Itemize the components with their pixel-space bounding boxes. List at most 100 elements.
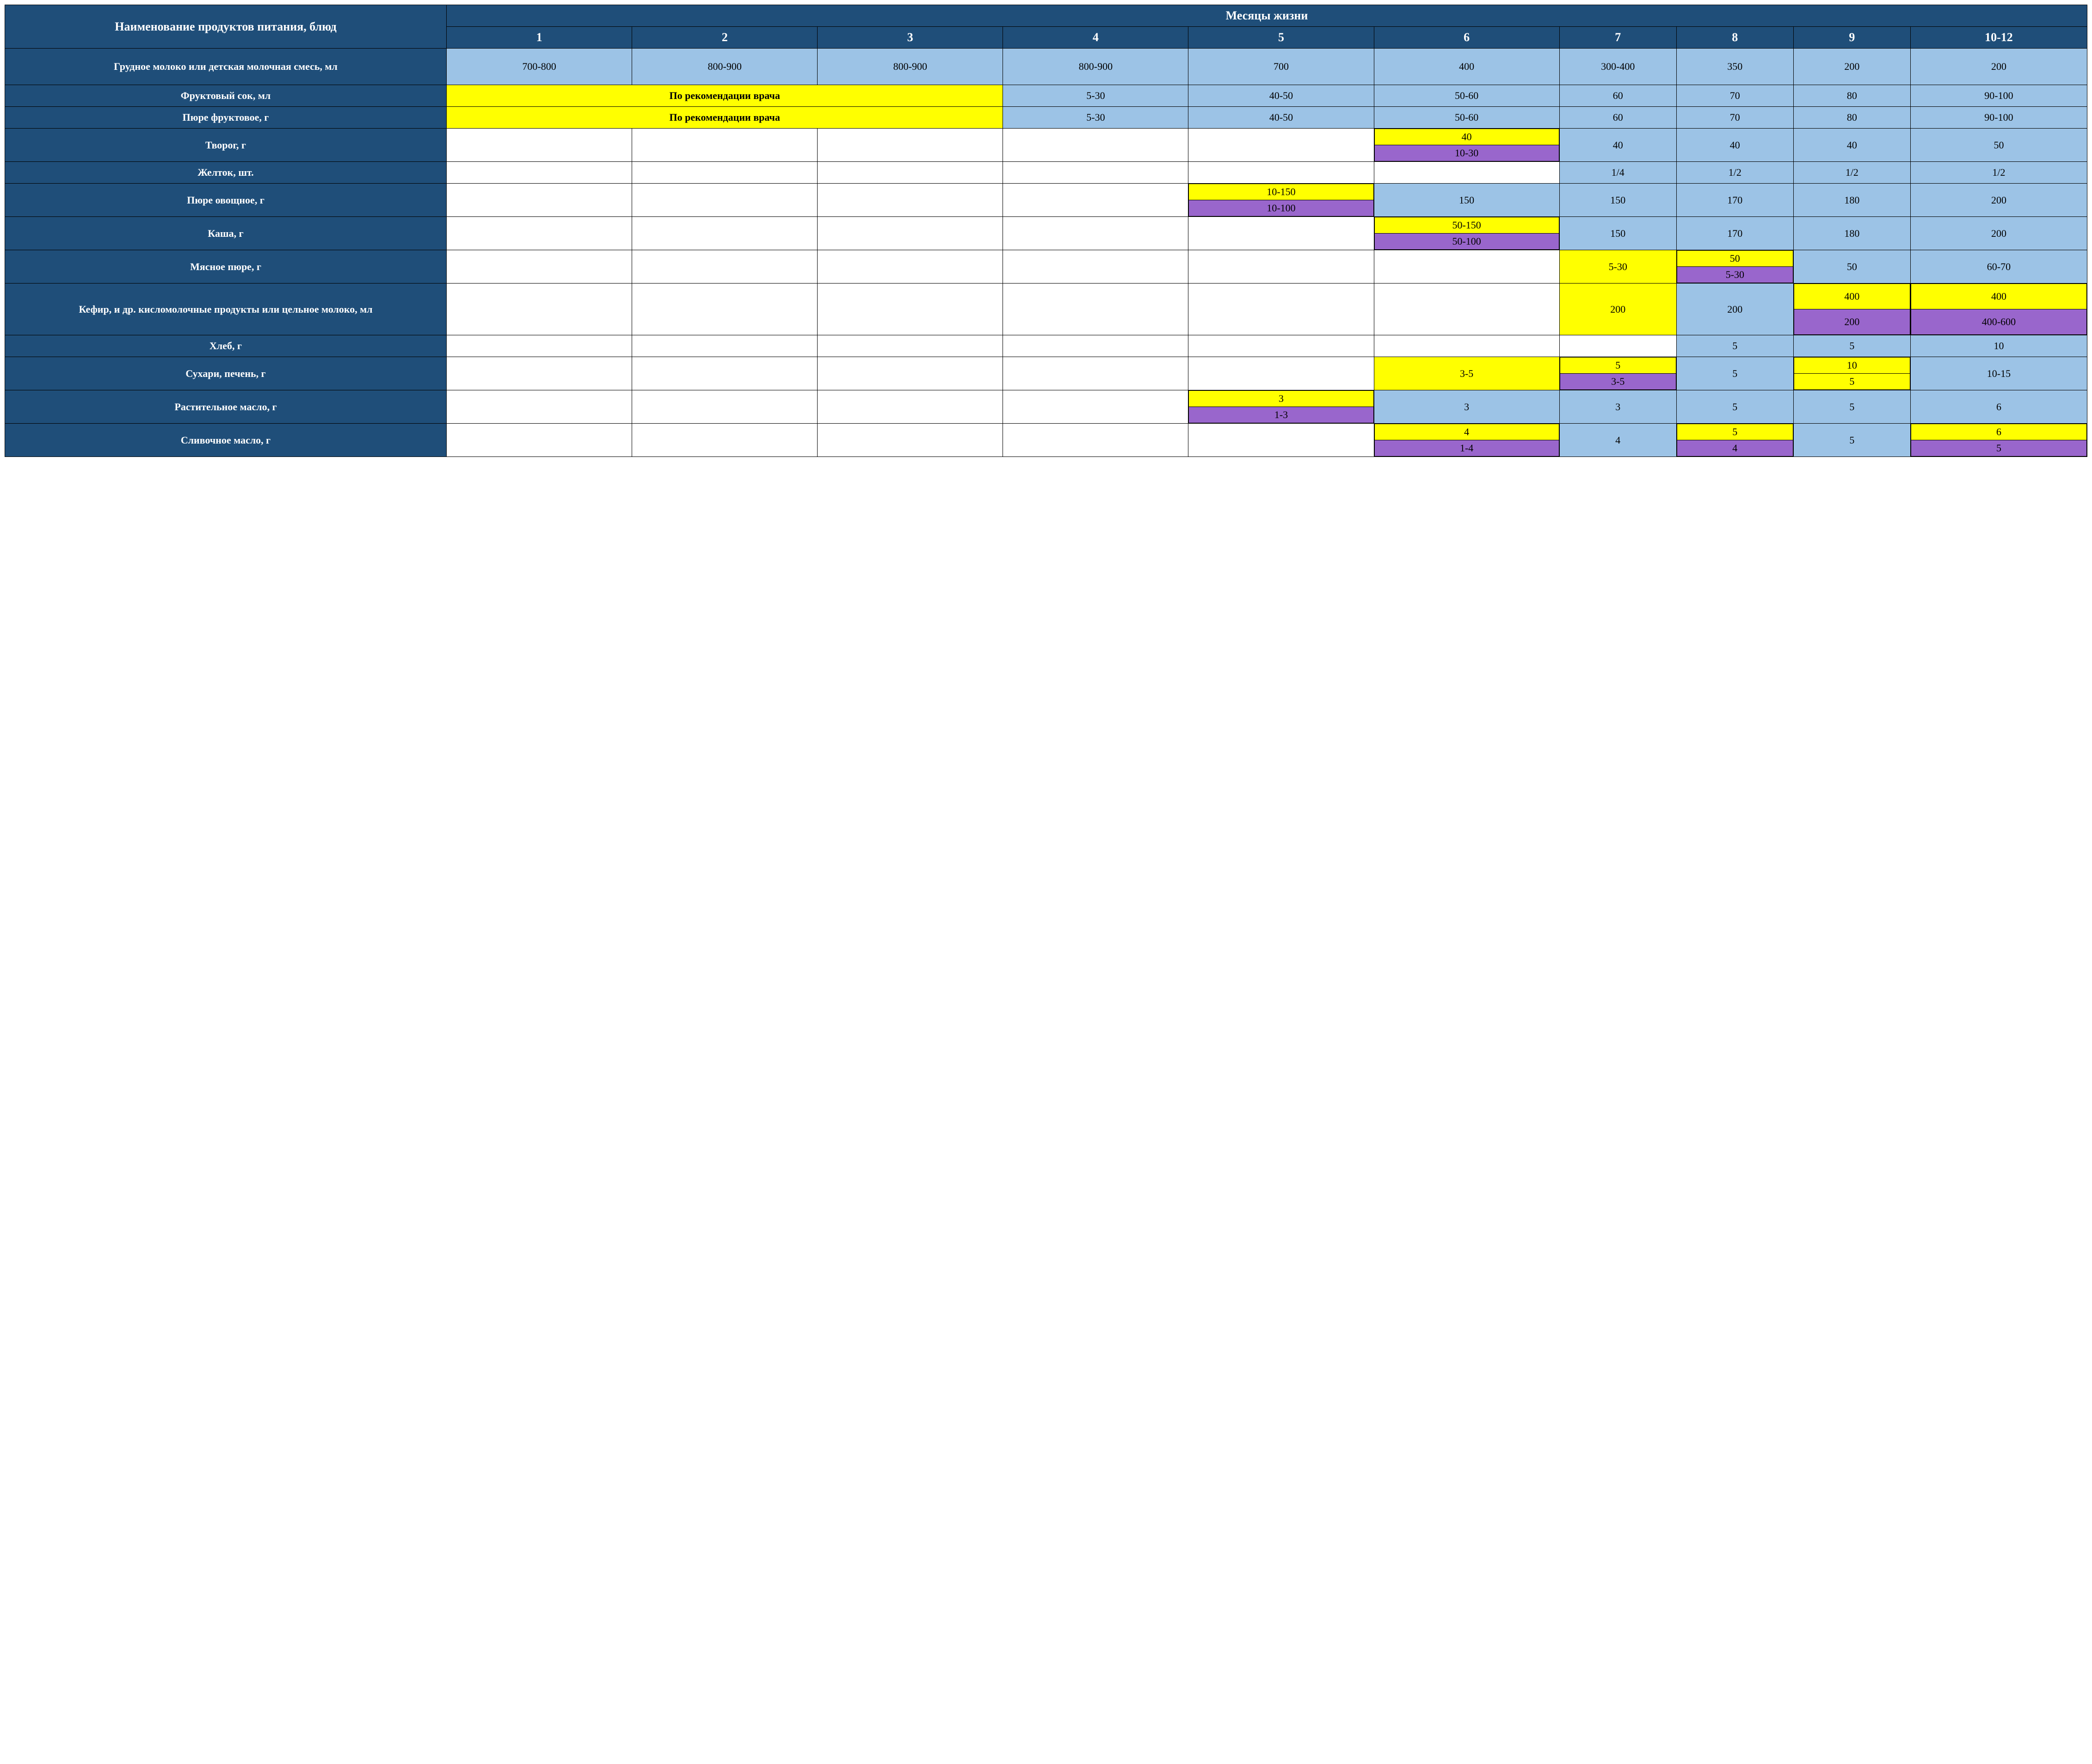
label-fruit-puree: Пюре фруктовое, г [5, 107, 447, 129]
cell: 150 [1374, 184, 1559, 217]
month-5: 5 [1188, 27, 1374, 49]
label-veg-oil: Растительное масло, г [5, 390, 447, 424]
cell [1188, 129, 1374, 162]
cell: 80 [1793, 107, 1910, 129]
cell-split: 400200 [1793, 284, 1910, 335]
cell: 150 [1559, 217, 1676, 250]
cell: 3-5 [1374, 357, 1559, 390]
cell: 10-15 [1910, 357, 2087, 390]
cell-split: 54 [1676, 424, 1793, 457]
row-yolk: Желток, шт. 1/4 1/2 1/2 1/2 [5, 162, 2087, 184]
label-bread: Хлеб, г [5, 335, 447, 357]
cell: 50-60 [1374, 107, 1559, 129]
cell: 200 [1910, 49, 2087, 85]
month-4: 4 [1003, 27, 1188, 49]
label-kefir: Кефир, и др. кисломолочные продукты или … [5, 284, 447, 335]
cell [632, 162, 818, 184]
cell [632, 184, 818, 217]
cell [1003, 335, 1188, 357]
cell [447, 217, 632, 250]
cell: 10-150 [1189, 184, 1373, 200]
cell: 50 [1677, 251, 1793, 267]
cell [818, 217, 1003, 250]
cell [1374, 335, 1559, 357]
cell [1003, 217, 1188, 250]
cell: 60 [1559, 85, 1676, 107]
cell: 40-50 [1188, 107, 1374, 129]
label-veg-puree: Пюре овощное, г [5, 184, 447, 217]
cell [818, 184, 1003, 217]
cell-split: 10-15010-100 [1188, 184, 1374, 217]
cell: 70 [1676, 85, 1793, 107]
cell: 50-100 [1374, 234, 1559, 250]
cell [632, 357, 818, 390]
cell: 200 [1794, 309, 1910, 335]
cell: 1/4 [1559, 162, 1676, 184]
cell: 10 [1910, 335, 2087, 357]
label-crackers: Сухари, печень, г [5, 357, 447, 390]
cell: 50 [1910, 129, 2087, 162]
cell: 800-900 [818, 49, 1003, 85]
cell: 10 [1794, 358, 1910, 374]
cell: 5 [1676, 357, 1793, 390]
row-kasha: Каша, г 50-15050-100 150 170 180 200 [5, 217, 2087, 250]
cell: 3-5 [1560, 374, 1676, 390]
row-kefir: Кефир, и др. кисломолочные продукты или … [5, 284, 2087, 335]
cell: 170 [1676, 217, 1793, 250]
cell: 5 [1911, 440, 2086, 456]
cell [447, 390, 632, 424]
header-left: Наименование продуктов питания, блюд [5, 5, 447, 49]
cell [1003, 390, 1188, 424]
cell [818, 129, 1003, 162]
cell: 5-30 [1003, 85, 1188, 107]
cell: 400 [1794, 284, 1910, 309]
cell [818, 424, 1003, 457]
cell [1003, 184, 1188, 217]
cell: 400 [1911, 284, 2086, 309]
cell [632, 217, 818, 250]
cell: 700 [1188, 49, 1374, 85]
cell: 1/2 [1676, 162, 1793, 184]
cell [1188, 217, 1374, 250]
cell [1188, 250, 1374, 284]
cell: 1-4 [1374, 440, 1559, 456]
cell [1374, 284, 1559, 335]
row-veg-oil: Растительное масло, г 31-3 3 3 5 5 6 [5, 390, 2087, 424]
row-fruit-puree: Пюре фруктовое, г По рекомендации врача … [5, 107, 2087, 129]
cell [447, 335, 632, 357]
cell: 1/2 [1910, 162, 2087, 184]
cell: 180 [1793, 184, 1910, 217]
cell: 40 [1676, 129, 1793, 162]
cell: 10-100 [1189, 200, 1373, 216]
cell: 180 [1793, 217, 1910, 250]
cell: 5 [1560, 358, 1676, 374]
cell [818, 357, 1003, 390]
cell [1188, 162, 1374, 184]
header-months-title: Месяцы жизни [447, 5, 2087, 27]
label-meat: Мясное пюре, г [5, 250, 447, 284]
row-veg-puree: Пюре овощное, г 10-15010-100 150 150 170… [5, 184, 2087, 217]
cell [1003, 424, 1188, 457]
cell: 5 [1794, 374, 1910, 390]
cell [818, 250, 1003, 284]
cell: 150 [1559, 184, 1676, 217]
cell [1188, 357, 1374, 390]
doctor-note: По рекомендации врача [447, 107, 1003, 129]
cell-split: 65 [1910, 424, 2087, 457]
cell: 1/2 [1793, 162, 1910, 184]
cell: 5 [1793, 335, 1910, 357]
cell [447, 129, 632, 162]
month-2: 2 [632, 27, 818, 49]
cell [1188, 284, 1374, 335]
row-juice: Фруктовый сок, мл По рекомендации врача … [5, 85, 2087, 107]
cell: 10-30 [1374, 145, 1559, 161]
cell [1003, 129, 1188, 162]
cell: 200 [1559, 284, 1676, 335]
cell: 4 [1374, 424, 1559, 440]
month-3: 3 [818, 27, 1003, 49]
cell: 800-900 [1003, 49, 1188, 85]
month-6: 6 [1374, 27, 1559, 49]
cell: 300-400 [1559, 49, 1676, 85]
cell: 40 [1559, 129, 1676, 162]
row-milk: Грудное молоко или детская молочная смес… [5, 49, 2087, 85]
